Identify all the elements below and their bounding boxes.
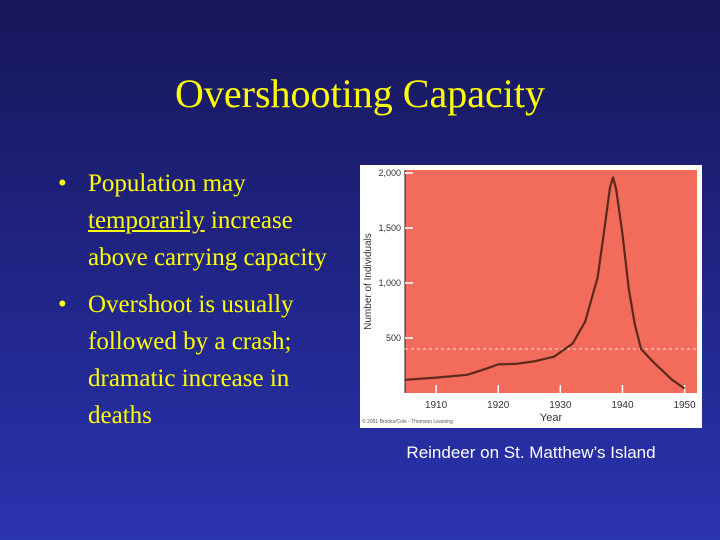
bullet-text-underlined: temporarily (88, 207, 205, 234)
x-tick-label: 1930 (549, 400, 572, 411)
y-tick-label: 500 (386, 333, 401, 343)
x-tick-label: 1910 (425, 400, 448, 411)
credit-text: © 2001 Brooks/Cole - Thomson Learning (362, 418, 453, 425)
chart-figure: 500 1,000 1,500 2,000 1910 1920 1930 1940 1950 Nu… (360, 165, 702, 428)
bullet-marker: • (58, 170, 67, 197)
y-tick-label: 1,500 (378, 223, 401, 233)
y-axis-label: Number of Individuals (363, 233, 374, 330)
plot-area (405, 170, 697, 393)
slide-title: Overshooting Capacity (175, 71, 545, 116)
population-series-line (404, 176, 686, 390)
y-tick-label: 2,000 (378, 168, 401, 178)
bullet-text-part: Population may (88, 170, 246, 197)
figure-caption: Reindeer on St. Matthew’s Island (406, 443, 656, 462)
x-axis-label: Year (540, 412, 563, 424)
bullet-item: • Population may temporarily increase ab… (58, 165, 338, 276)
x-tick-label: 1920 (487, 400, 510, 411)
x-tick-label: 1950 (673, 400, 696, 411)
bullet-text: Population may temporarily increase abov… (88, 170, 327, 271)
bullet-item: • Overshoot is usually followed by a cra… (58, 286, 338, 434)
bullet-text-part: increase above carrying capacity (88, 207, 327, 271)
bullet-marker: • (58, 291, 67, 318)
bullet-text: Overshoot is usually followed by a crash… (88, 291, 294, 429)
population-chart: 500 1,000 1,500 2,000 1910 1920 1930 1940 1950 Nu… (362, 168, 697, 425)
bullet-list: • Population may temporarily increase ab… (58, 165, 338, 444)
x-tick-label: 1940 (611, 400, 634, 411)
y-tick-label: 1,000 (378, 278, 401, 288)
